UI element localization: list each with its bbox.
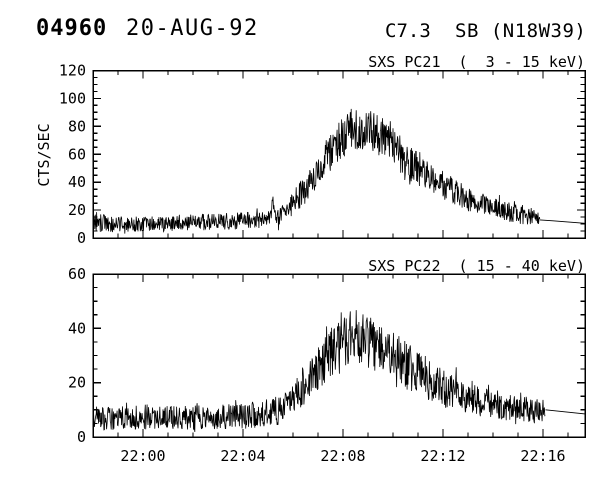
sxs-pc21-trace [92, 108, 541, 234]
sxs-pc22-trace [92, 310, 546, 433]
flare-number: 04960 [36, 16, 108, 41]
x-tick-label: 22:00 [120, 447, 165, 465]
sxs-pc22-smoothed-tail [545, 409, 586, 415]
y-tick-label: 60 [68, 265, 86, 283]
y-tick-label: 40 [68, 319, 86, 337]
y-tick-label: 0 [77, 428, 86, 446]
sxs-pc22-plot: 0 20 40 60 22:00 22:04 22:08 22:12 22:16 [68, 265, 586, 465]
y-tick-label: 20 [68, 201, 86, 219]
y-tick-label: 0 [77, 229, 86, 247]
plot-title-pc22: SXS PC22 ( 15 - 40 keV) [368, 257, 585, 275]
y-tick-label: 20 [68, 374, 86, 392]
y-tick-label: 60 [68, 145, 86, 163]
flare-date: 20-AUG-92 [126, 16, 259, 41]
x-tick-label: 22:04 [220, 447, 265, 465]
sxs-pc21-smoothed-tail [539, 219, 586, 224]
x-tick-label: 22:12 [420, 447, 465, 465]
sxs-pc21-plot: 0 20 40 60 80 100 120 [59, 62, 586, 247]
y-tick-label: 120 [59, 62, 86, 80]
goes-class: C7.3 [385, 20, 431, 42]
x-tick-label: 22:16 [520, 447, 565, 465]
y-tick-label: 80 [68, 117, 86, 135]
y-tick-label: 100 [59, 89, 86, 107]
flare-type-location: SB (N18W39) [455, 20, 587, 42]
y-tick-label: 40 [68, 173, 86, 191]
plot-title-pc21: SXS PC21 ( 3 - 15 keV) [368, 53, 585, 71]
x-tick-label: 22:08 [320, 447, 365, 465]
